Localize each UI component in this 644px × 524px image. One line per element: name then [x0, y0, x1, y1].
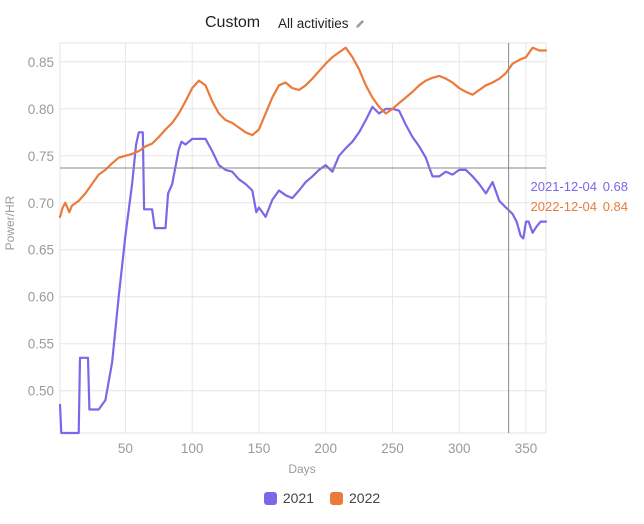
- y-tick-label: 0.75: [28, 149, 54, 164]
- legend: 2021 2022: [0, 490, 644, 506]
- y-tick-label: 0.55: [28, 337, 54, 352]
- x-tick-label: 300: [448, 441, 471, 456]
- legend-item-2021[interactable]: 2021: [263, 490, 314, 506]
- tooltip-date: 2022-12-04: [531, 199, 598, 214]
- x-tick-label: 200: [314, 441, 337, 456]
- series-lines: [58, 46, 548, 435]
- y-tick-label: 0.65: [28, 243, 54, 258]
- y-tick-label: 0.85: [28, 55, 54, 70]
- y-tick-label: 0.80: [28, 102, 54, 117]
- tooltip-date: 2021-12-04: [531, 179, 598, 194]
- chart-header: Custom All activities: [0, 10, 644, 38]
- y-tick-label: 0.50: [28, 384, 54, 399]
- crosshair-overlay: 2021-12-04 0.68 2022-12-04 0.84: [60, 43, 628, 433]
- legend-item-2022[interactable]: 2022: [330, 490, 380, 506]
- x-tick-label: 250: [381, 441, 404, 456]
- x-tick-label: 100: [181, 441, 204, 456]
- activity-filter-label: All activities: [278, 16, 349, 31]
- y-tick-label: 0.60: [28, 290, 54, 305]
- grid: [59, 42, 547, 434]
- x-tick-label: 50: [118, 441, 133, 456]
- axes: 0.50 0.55 0.60 0.65 0.70 0.75 0.80 0.85 50 100 150…: [3, 55, 537, 476]
- x-tick-label: 150: [248, 441, 271, 456]
- tooltip-value: 0.84: [603, 199, 628, 214]
- power-hr-chart[interactable]: 0.50 0.55 0.60 0.65 0.70 0.75 0.80 0.85 50 100 150…: [0, 0, 644, 490]
- chart-title: Custom: [205, 14, 261, 31]
- tooltip-value: 0.68: [603, 179, 628, 194]
- y-axis-title: Power/HR: [3, 195, 17, 250]
- series-line-2021: [58, 105, 548, 435]
- activity-filter[interactable]: All activities: [278, 16, 366, 31]
- plot-frame: [59, 42, 547, 434]
- y-tick-label: 0.70: [28, 196, 54, 211]
- legend-label-2021: 2021: [282, 490, 314, 506]
- legend-swatch-2022: [330, 491, 343, 505]
- series-line-2022: [58, 46, 548, 218]
- x-axis-title: Days: [288, 462, 315, 476]
- x-tick-label: 350: [515, 441, 538, 456]
- legend-swatch-2021: [263, 491, 277, 505]
- pencil-icon[interactable]: [354, 18, 366, 30]
- legend-label-2022: 2022: [349, 490, 381, 506]
